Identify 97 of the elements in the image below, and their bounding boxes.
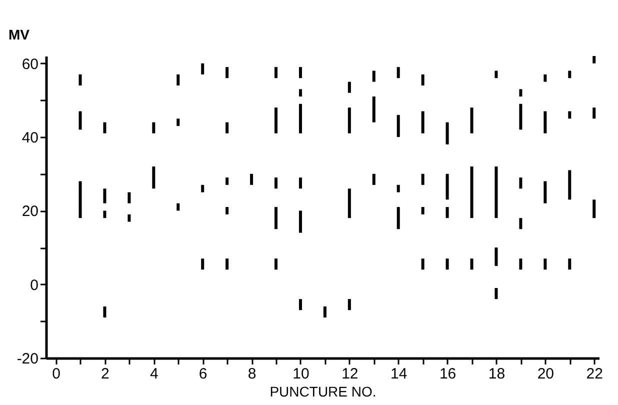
bar (201, 258, 204, 270)
bar (103, 210, 106, 218)
bar (201, 63, 204, 74)
bar (250, 174, 254, 185)
y-tick-label: 60 (22, 56, 38, 73)
bar (298, 67, 302, 78)
y-tick-label: 0 (30, 276, 38, 294)
x-tick-label: 12 (342, 366, 358, 382)
bar (226, 122, 229, 134)
bar (176, 118, 180, 126)
bar (152, 122, 156, 134)
bar (274, 207, 278, 230)
x-tick-label: 8 (248, 366, 256, 382)
bar (274, 258, 278, 270)
x-tick-label: 2 (101, 366, 110, 382)
bar (494, 166, 498, 218)
bar (128, 214, 131, 222)
x-axis-title: PUNCTURE NO. (270, 384, 376, 400)
bar (274, 178, 278, 189)
bar (544, 258, 547, 270)
bar (372, 96, 376, 122)
bar (568, 258, 572, 270)
bar (226, 178, 229, 185)
bar (103, 122, 106, 134)
bar (519, 258, 522, 270)
bar (298, 299, 302, 310)
bar (103, 306, 106, 318)
y-axis-title: MV (8, 26, 30, 42)
bar (396, 67, 400, 78)
bar (494, 70, 498, 78)
x-tick-label: 22 (586, 366, 603, 382)
bar (348, 299, 351, 310)
bar (421, 258, 424, 270)
bar (470, 166, 474, 218)
bar (152, 166, 156, 189)
bar (298, 178, 302, 189)
bar (592, 56, 596, 64)
bar (568, 170, 572, 200)
bar (78, 74, 82, 86)
bar (446, 174, 449, 200)
bar (519, 178, 522, 189)
bar (421, 111, 424, 134)
bar (568, 111, 572, 119)
bar (544, 74, 547, 82)
bar (298, 104, 302, 134)
bar (421, 174, 424, 185)
bar (519, 104, 522, 130)
x-tick-label: 18 (488, 366, 506, 382)
bar (274, 67, 278, 78)
bar (201, 184, 204, 192)
bar (103, 188, 106, 204)
x-tick-label: 4 (150, 366, 158, 382)
bar (372, 174, 376, 185)
bar (592, 108, 596, 119)
bar (226, 258, 229, 270)
y-tick-label: 20 (22, 203, 38, 220)
bar (128, 192, 131, 204)
bar (372, 70, 376, 82)
bar (421, 207, 424, 214)
bar (568, 70, 572, 78)
bar (78, 181, 82, 218)
x-tick-label: 10 (292, 366, 310, 382)
bar (176, 203, 180, 211)
x-tick-label: 14 (390, 366, 408, 382)
bar (226, 67, 229, 78)
bar (470, 258, 474, 270)
bar (176, 74, 180, 86)
bar (470, 108, 474, 134)
bar (348, 82, 351, 93)
bar (592, 200, 596, 218)
bar (494, 248, 498, 266)
y-tick-label: -20 (16, 350, 38, 368)
bar (446, 207, 449, 218)
bar (446, 122, 449, 144)
bar (298, 89, 302, 97)
bar (396, 114, 400, 138)
bar (396, 184, 400, 192)
bar (544, 111, 547, 134)
x-tick-label: 0 (52, 366, 60, 382)
bar (78, 111, 82, 130)
x-tick-label: 16 (439, 366, 456, 382)
bar (396, 207, 400, 230)
bar (323, 306, 326, 318)
bar (421, 74, 424, 86)
bar (348, 108, 351, 134)
bar (519, 89, 522, 97)
x-tick-label: 6 (198, 366, 208, 382)
bar (519, 218, 522, 230)
bar (446, 258, 449, 270)
bar (274, 108, 278, 134)
bar (298, 210, 302, 233)
bar (544, 181, 547, 204)
bar (494, 288, 498, 300)
bar (226, 207, 229, 214)
x-tick-label: 20 (537, 366, 554, 382)
y-tick-label: 40 (22, 130, 38, 147)
bar (348, 188, 351, 218)
